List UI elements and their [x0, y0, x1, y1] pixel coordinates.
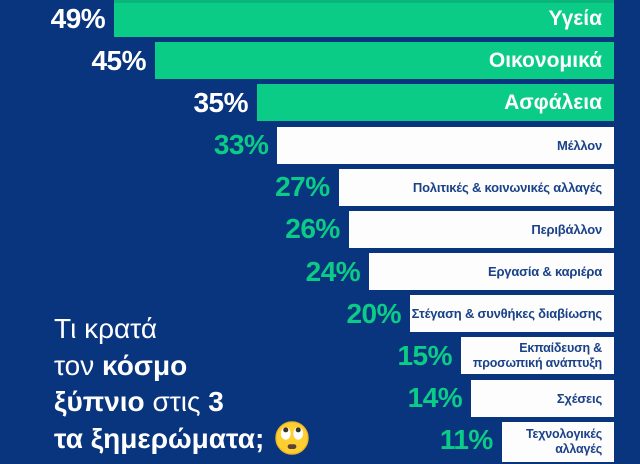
question-line: τον κόσμο — [54, 348, 309, 385]
bar-value-label: 35% — [193, 86, 248, 118]
bar: Οικονομικά — [155, 42, 614, 80]
bar-value-label: 14% — [407, 382, 463, 414]
chart-row: 45% Οικονομικά — [0, 42, 640, 84]
bar-category-label: Περιβάλλον — [531, 221, 602, 237]
question-text-segment: τα ξημερώματα; — [54, 422, 265, 454]
question-text-segment: 3 — [208, 386, 224, 417]
question-text-segment: ξύπνιο — [54, 386, 145, 417]
bar-value-label: 45% — [91, 44, 146, 76]
bar: Εκπαίδευση & προσωπική ανάπτυξη — [461, 337, 614, 375]
chart-row: 20% Στέγαση & συνθήκες διαβίωσης — [0, 295, 640, 337]
bar: Περιβάλλον — [348, 210, 614, 248]
question-text-segment: Τι κρατά — [54, 313, 158, 344]
bar: Στέγαση & συνθήκες διαβίωσης — [410, 295, 614, 333]
question-line: ξύπνιο στις 3 — [54, 384, 309, 421]
chart-row: 15% Εκπαίδευση & προσωπική ανάπτυξη — [0, 337, 640, 379]
chart-row: 26% Περιβάλλον — [0, 210, 640, 253]
bar-value-label: 11% — [439, 424, 494, 456]
bar: Πολιτικές & κοινωνικές αλλαγές — [338, 168, 614, 206]
question-text-segment: στις — [144, 386, 209, 417]
bar-category-label: Τεχνολογικές αλλαγές — [526, 426, 602, 456]
bar: Τεχνολογικές αλλαγές — [501, 421, 614, 462]
bar-category-label: Εκπαίδευση & προσωπική ανάπτυξη — [472, 340, 602, 370]
question-text-segment: κόσμο — [102, 349, 188, 381]
chart-row: 24% Εργασία & καριέρα — [0, 253, 640, 295]
question-line: Τι κρατά — [54, 311, 309, 348]
bar-value-label: 27% — [275, 171, 330, 203]
question-text-segment: τον — [54, 349, 103, 381]
bar-category-label: Οικονομικά — [488, 48, 602, 72]
bar-category-label: Σχέσεις — [556, 390, 602, 406]
chart-row: 27% Πολιτικές & κοινωνικές αλλαγές — [0, 168, 640, 211]
question: Τι κρατά τον κόσμο ξύπνιο στις 3 τα ξημερώμ… — [54, 311, 309, 457]
chart-row: 49% Υγεία — [0, 0, 640, 42]
chart-row: 33% Μέλλον — [0, 126, 640, 169]
bar-value-label: 26% — [285, 213, 340, 245]
bar-category-label: Εργασία & καριέρα — [487, 264, 602, 280]
chart-row: 14% Σχέσεις — [0, 379, 640, 422]
question-line: τα ξημερώματα; — [54, 420, 309, 458]
bar-category-label: Μέλλον — [557, 137, 602, 153]
bar: Υγεία — [114, 0, 614, 37]
bar-category-label: Υγεία — [548, 6, 602, 30]
bar-value-label: 20% — [346, 297, 401, 329]
bar-category-label: Στέγαση & συνθήκες διαβίωσης — [411, 306, 603, 322]
bar: Εργασία & καριέρα — [369, 253, 614, 291]
chart-row: 11% Τεχνολογικές αλλαγές — [0, 421, 640, 464]
bar-value-label: 33% — [213, 129, 269, 161]
bar: Ασφάλεια — [257, 84, 614, 122]
bar-value-label: 24% — [305, 255, 361, 287]
chart-row: 35% Ασφάλεια — [0, 84, 640, 126]
bar: Σχέσεις — [471, 379, 614, 417]
bar: Μέλλον — [277, 126, 614, 164]
rolling-eyes-emoji-icon — [275, 420, 309, 455]
bar-value-label: 15% — [397, 339, 452, 371]
bar-category-label: Ασφάλεια — [504, 90, 602, 114]
bar-value-label: 49% — [50, 2, 106, 34]
bar-category-label: Πολιτικές & κοινωνικές αλλαγές — [412, 179, 602, 195]
